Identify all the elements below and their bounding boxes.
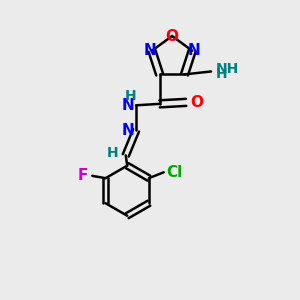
Text: NH: NH — [215, 61, 239, 76]
Text: H: H — [125, 89, 136, 103]
Text: N: N — [144, 43, 157, 58]
Text: F: F — [78, 168, 88, 183]
Text: H: H — [215, 68, 227, 81]
Text: N: N — [122, 98, 135, 113]
Text: O: O — [166, 28, 178, 44]
Text: O: O — [190, 95, 203, 110]
Text: N: N — [122, 123, 135, 138]
Text: N: N — [187, 43, 200, 58]
Text: H: H — [107, 146, 118, 160]
Text: Cl: Cl — [167, 165, 183, 180]
